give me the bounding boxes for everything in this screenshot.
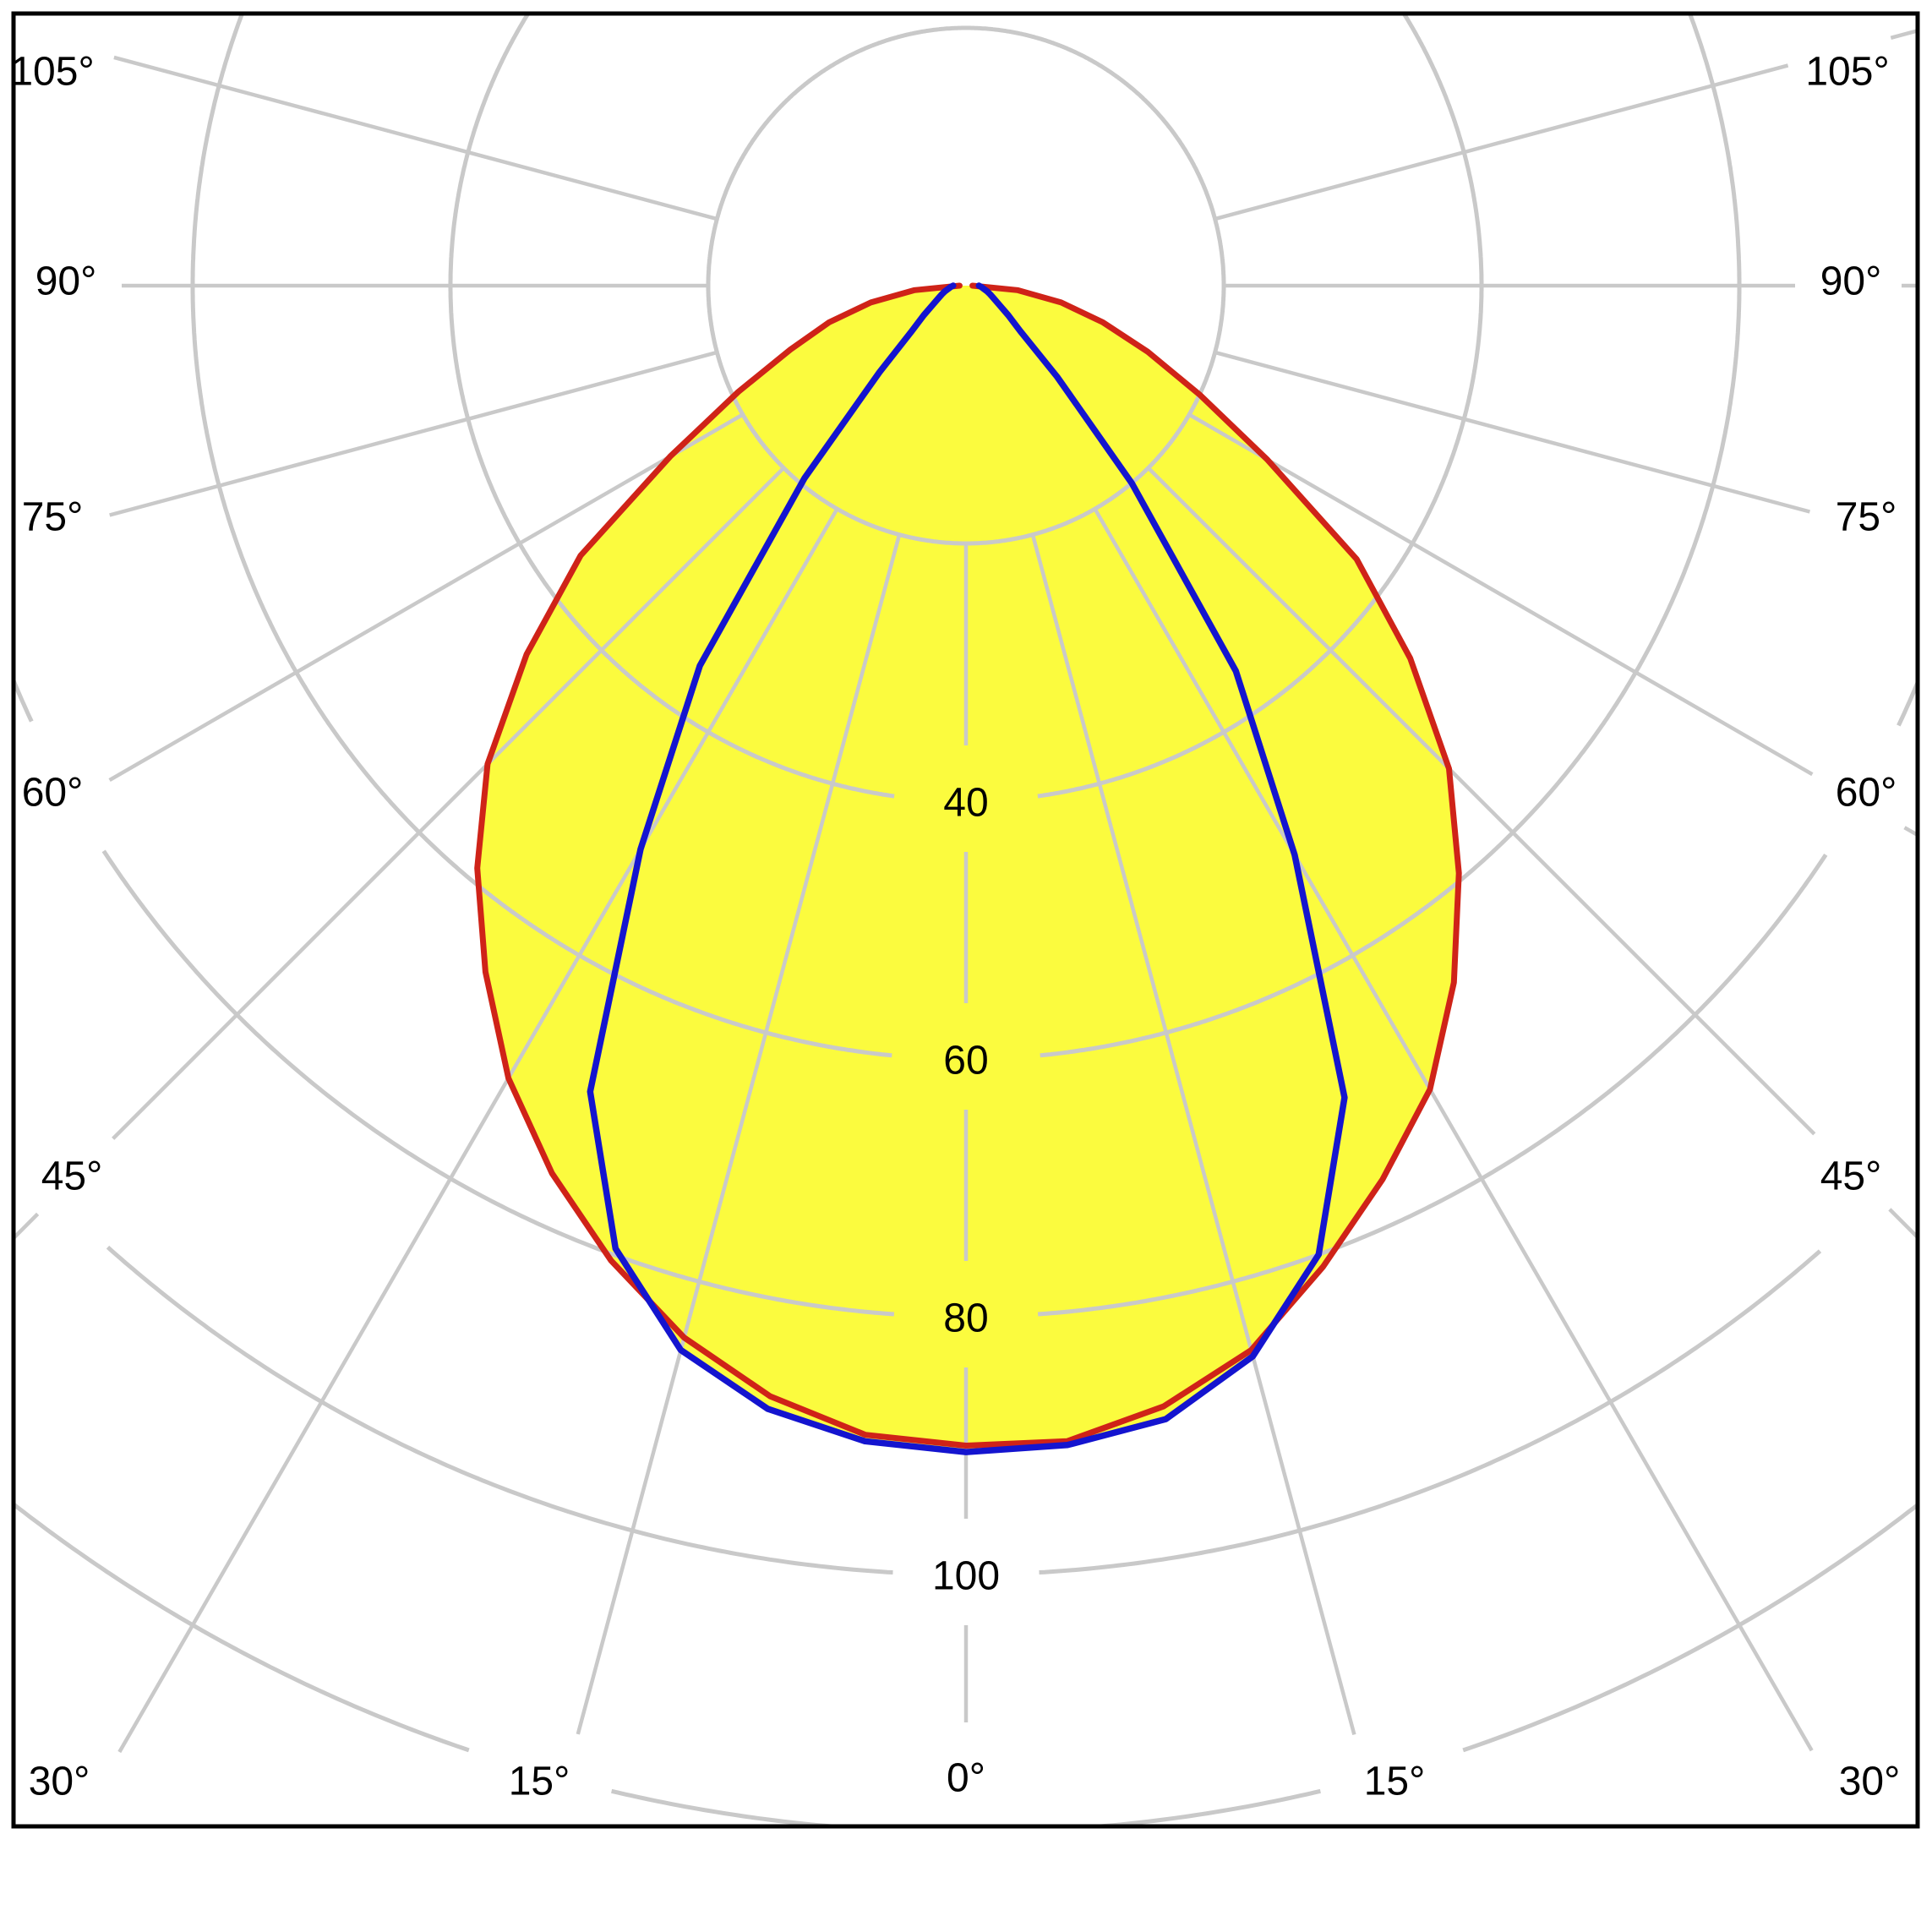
grid-ray--15deg bbox=[1030, 534, 1356, 1735]
grid-ray-105deg bbox=[113, 55, 718, 221]
intensity-curves bbox=[474, 282, 1462, 1455]
angle-label-left-45: 45° bbox=[41, 1154, 103, 1199]
grid-circle-120 bbox=[14, 1501, 1918, 1826]
grid-ray-75deg bbox=[109, 350, 718, 517]
angle-label-left-90: 90° bbox=[35, 259, 97, 304]
grid-ray-15deg bbox=[576, 534, 902, 1735]
grid-circle-60 bbox=[190, 14, 1742, 1058]
radial-tick-label-100: 100 bbox=[932, 1554, 1000, 1599]
angle-label-bottom-0: 0° bbox=[947, 1756, 985, 1801]
angle-label-right-75: 75° bbox=[1836, 495, 1897, 540]
radial-tick-label-60: 60 bbox=[943, 1039, 988, 1083]
radial-tick-label-80: 80 bbox=[943, 1296, 988, 1341]
grid-circle-80 bbox=[14, 674, 1918, 1317]
angle-label-bottom-15: 15° bbox=[1364, 1760, 1426, 1804]
polar-grid bbox=[14, 14, 1918, 1826]
grid-ray--60deg bbox=[1187, 412, 1918, 838]
grid-ray-30deg bbox=[117, 507, 839, 1754]
angle-label-left-105: 105° bbox=[10, 50, 94, 95]
blue-curve bbox=[587, 282, 1348, 1455]
chart-labels: 105° 90° 75° 60° 45° 30° 15° 0° 15° 30° 45° 60° 75° 9… bbox=[10, 50, 1900, 1804]
grid-ray--45deg bbox=[1147, 467, 1918, 1239]
angle-label-left-75: 75° bbox=[22, 495, 84, 540]
angle-label-right-45: 45° bbox=[1820, 1154, 1882, 1199]
angle-label-right-105: 105° bbox=[1805, 50, 1889, 95]
angle-label-bottom-15: 15° bbox=[509, 1760, 570, 1804]
red-curve bbox=[474, 282, 1462, 1449]
angle-label-bottom-right-30: 30° bbox=[1839, 1760, 1901, 1804]
grid-ray--105deg bbox=[1214, 29, 1918, 221]
frame-border bbox=[11, 11, 1920, 1829]
grid-circle-100 bbox=[106, 1245, 1822, 1575]
grid-ray-60deg bbox=[108, 412, 745, 783]
grid-ray-45deg bbox=[14, 467, 785, 1240]
angle-label-bottom-left-30: 30° bbox=[29, 1760, 90, 1804]
grid-ray--75deg bbox=[1214, 350, 1810, 514]
grid-ray--30deg bbox=[1093, 507, 1814, 1752]
grid-circle-40 bbox=[448, 14, 1484, 799]
grid-circle-20 bbox=[706, 25, 1226, 546]
angle-label-left-60: 60° bbox=[22, 771, 84, 816]
angle-label-right-90: 90° bbox=[1820, 259, 1882, 304]
chart-frame bbox=[11, 11, 1920, 1829]
angle-label-right-60: 60° bbox=[1836, 771, 1897, 816]
radial-tick-label-40: 40 bbox=[943, 781, 988, 826]
